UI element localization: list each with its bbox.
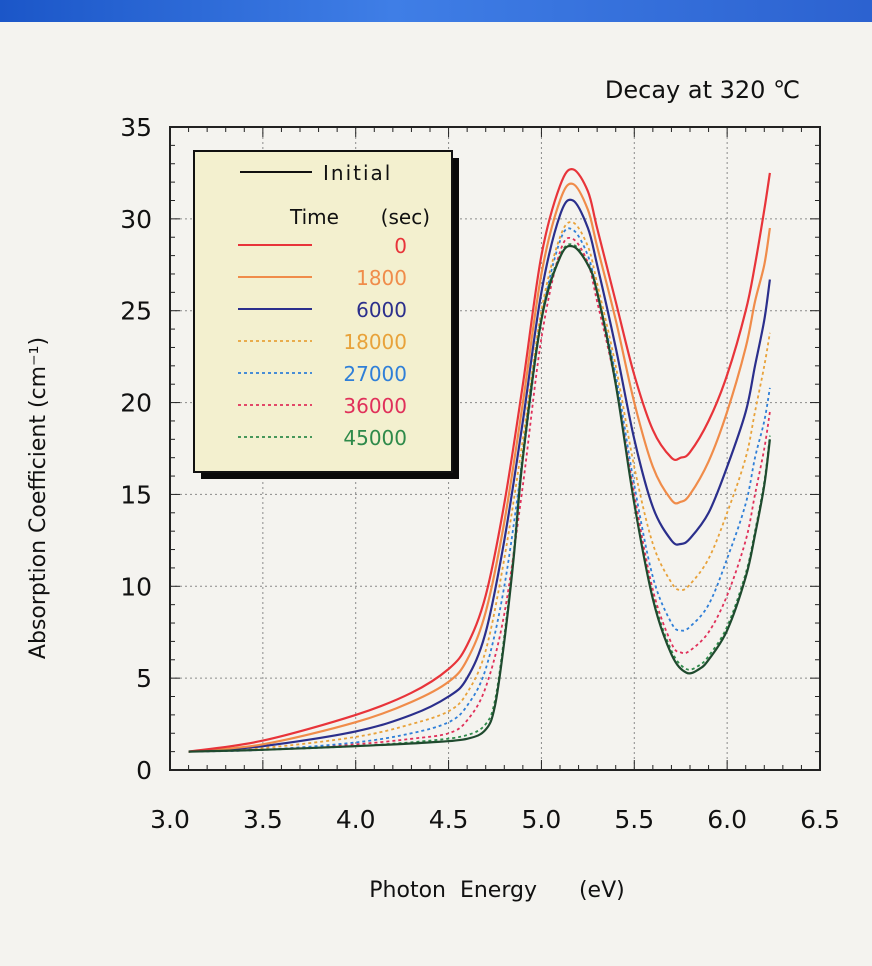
- y-tick-label: 0: [136, 756, 152, 785]
- x-tick-label: 5.5: [614, 805, 654, 834]
- y-tick-labels: 0 5 10 15 20 25 30 35: [120, 113, 152, 785]
- plot-frame: [169, 126, 821, 771]
- x-tick-label: 3.5: [243, 805, 283, 834]
- chart-title: Decay at 320 ℃: [605, 76, 800, 104]
- series-line-18000: [188, 221, 771, 753]
- legend-label-45000: 45000: [343, 426, 407, 450]
- y-tick-label: 25: [120, 297, 152, 326]
- series-layer: [188, 168, 771, 753]
- x-axis-title: Photon Energy (eV): [369, 878, 624, 903]
- x-tick-label: 4.0: [336, 805, 376, 834]
- y-tick-label: 30: [120, 205, 152, 234]
- series-line-1800: [188, 182, 771, 753]
- x-tick-label: 3.0: [150, 805, 190, 834]
- y-tick-label: 20: [120, 389, 152, 418]
- legend-items: 0 1800 6000 18000 27000 36000 45000: [238, 234, 407, 450]
- y-tick-label: 5: [136, 664, 152, 693]
- series-line-36000: [188, 237, 771, 753]
- legend-box: [193, 150, 453, 473]
- legend-label-6000: 6000: [356, 298, 407, 322]
- legend-label-36000: 36000: [343, 394, 407, 418]
- y-tick-label: 15: [120, 480, 152, 509]
- x-tick-labels: 3.0 3.5 4.0 4.5 5.0 5.5 6.0 6.5: [150, 805, 840, 834]
- y-tick-label: 10: [120, 572, 152, 601]
- series-line-0: [188, 168, 771, 753]
- y-axis-title: Absorption Coefficient (cm⁻¹): [26, 337, 51, 659]
- y-tick-label: 35: [120, 113, 152, 142]
- ticks: [169, 126, 821, 771]
- legend-unit-label: (sec): [381, 205, 430, 229]
- legend-label-27000: 27000: [343, 362, 407, 386]
- legend-label-18000: 18000: [343, 330, 407, 354]
- x-tick-label: 4.5: [429, 805, 469, 834]
- legend-time-label: Time: [289, 205, 339, 229]
- x-tick-label: 6.5: [800, 805, 840, 834]
- legend-label-1800: 1800: [356, 266, 407, 290]
- series-line-6000: [188, 198, 771, 753]
- series-line-initial: [188, 244, 771, 753]
- legend-initial-label: Initial: [323, 161, 392, 185]
- x-tick-label: 5.0: [522, 805, 562, 834]
- top-banner: [0, 0, 872, 22]
- legend: Initial Time (sec) 0 1800 6000 18000 27000 36…: [193, 150, 459, 479]
- x-tick-label: 6.0: [707, 805, 747, 834]
- legend-label-0: 0: [394, 234, 407, 258]
